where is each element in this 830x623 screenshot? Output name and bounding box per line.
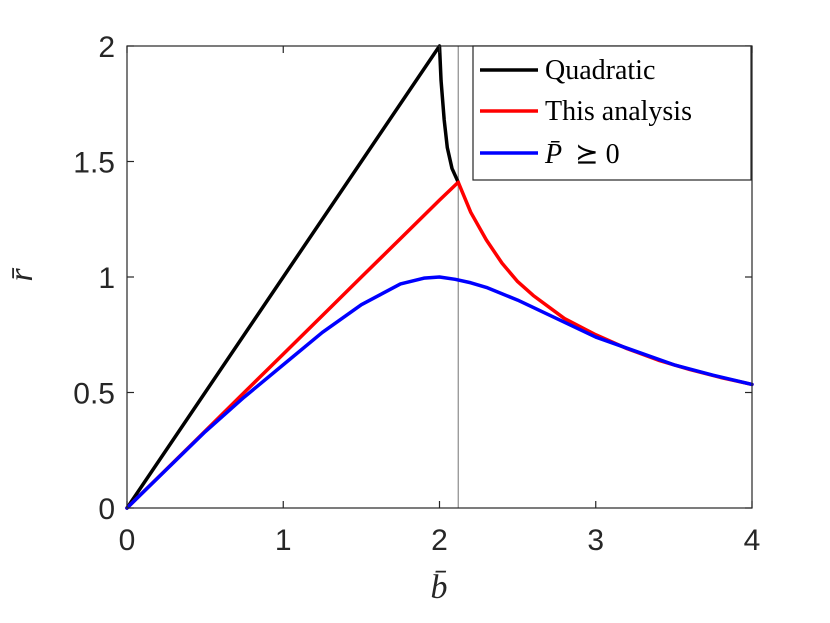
y-tick-label: 1.5 [73, 147, 115, 180]
series-line-p-psd [125, 275, 754, 510]
y-tick-label: 1 [98, 262, 115, 295]
y-axis-label: r̄ [3, 267, 40, 282]
x-tick-label: 4 [744, 524, 761, 557]
x-tick-label: 2 [431, 524, 448, 557]
legend-label-this-analysis: This analysis [545, 96, 692, 127]
y-tick-label: 0.5 [73, 378, 115, 411]
series-line-quadratic [125, 44, 460, 510]
y-tick-label: 2 [98, 31, 115, 64]
legend-label-p-rel: ⪰ 0 [575, 139, 619, 170]
x-axis-label: b̄ [431, 569, 448, 606]
legend: Quadratic This analysis P̄ ⪰ 0 [472, 45, 752, 181]
x-tick-label: 3 [587, 524, 604, 557]
legend-label-p-psd: P̄ ⪰ 0 [544, 139, 620, 170]
x-tick-label: 1 [275, 524, 292, 557]
y-tick-label: 0 [98, 493, 115, 526]
series-layer [125, 44, 754, 510]
legend-label-quadratic: Quadratic [545, 55, 655, 86]
legend-label-p-var: P̄ [544, 139, 562, 170]
y-axis: 0 0.5 1 1.5 2 [73, 31, 752, 526]
x-axis: 0 1 2 3 4 [119, 46, 761, 557]
x-tick-label: 0 [119, 524, 136, 557]
